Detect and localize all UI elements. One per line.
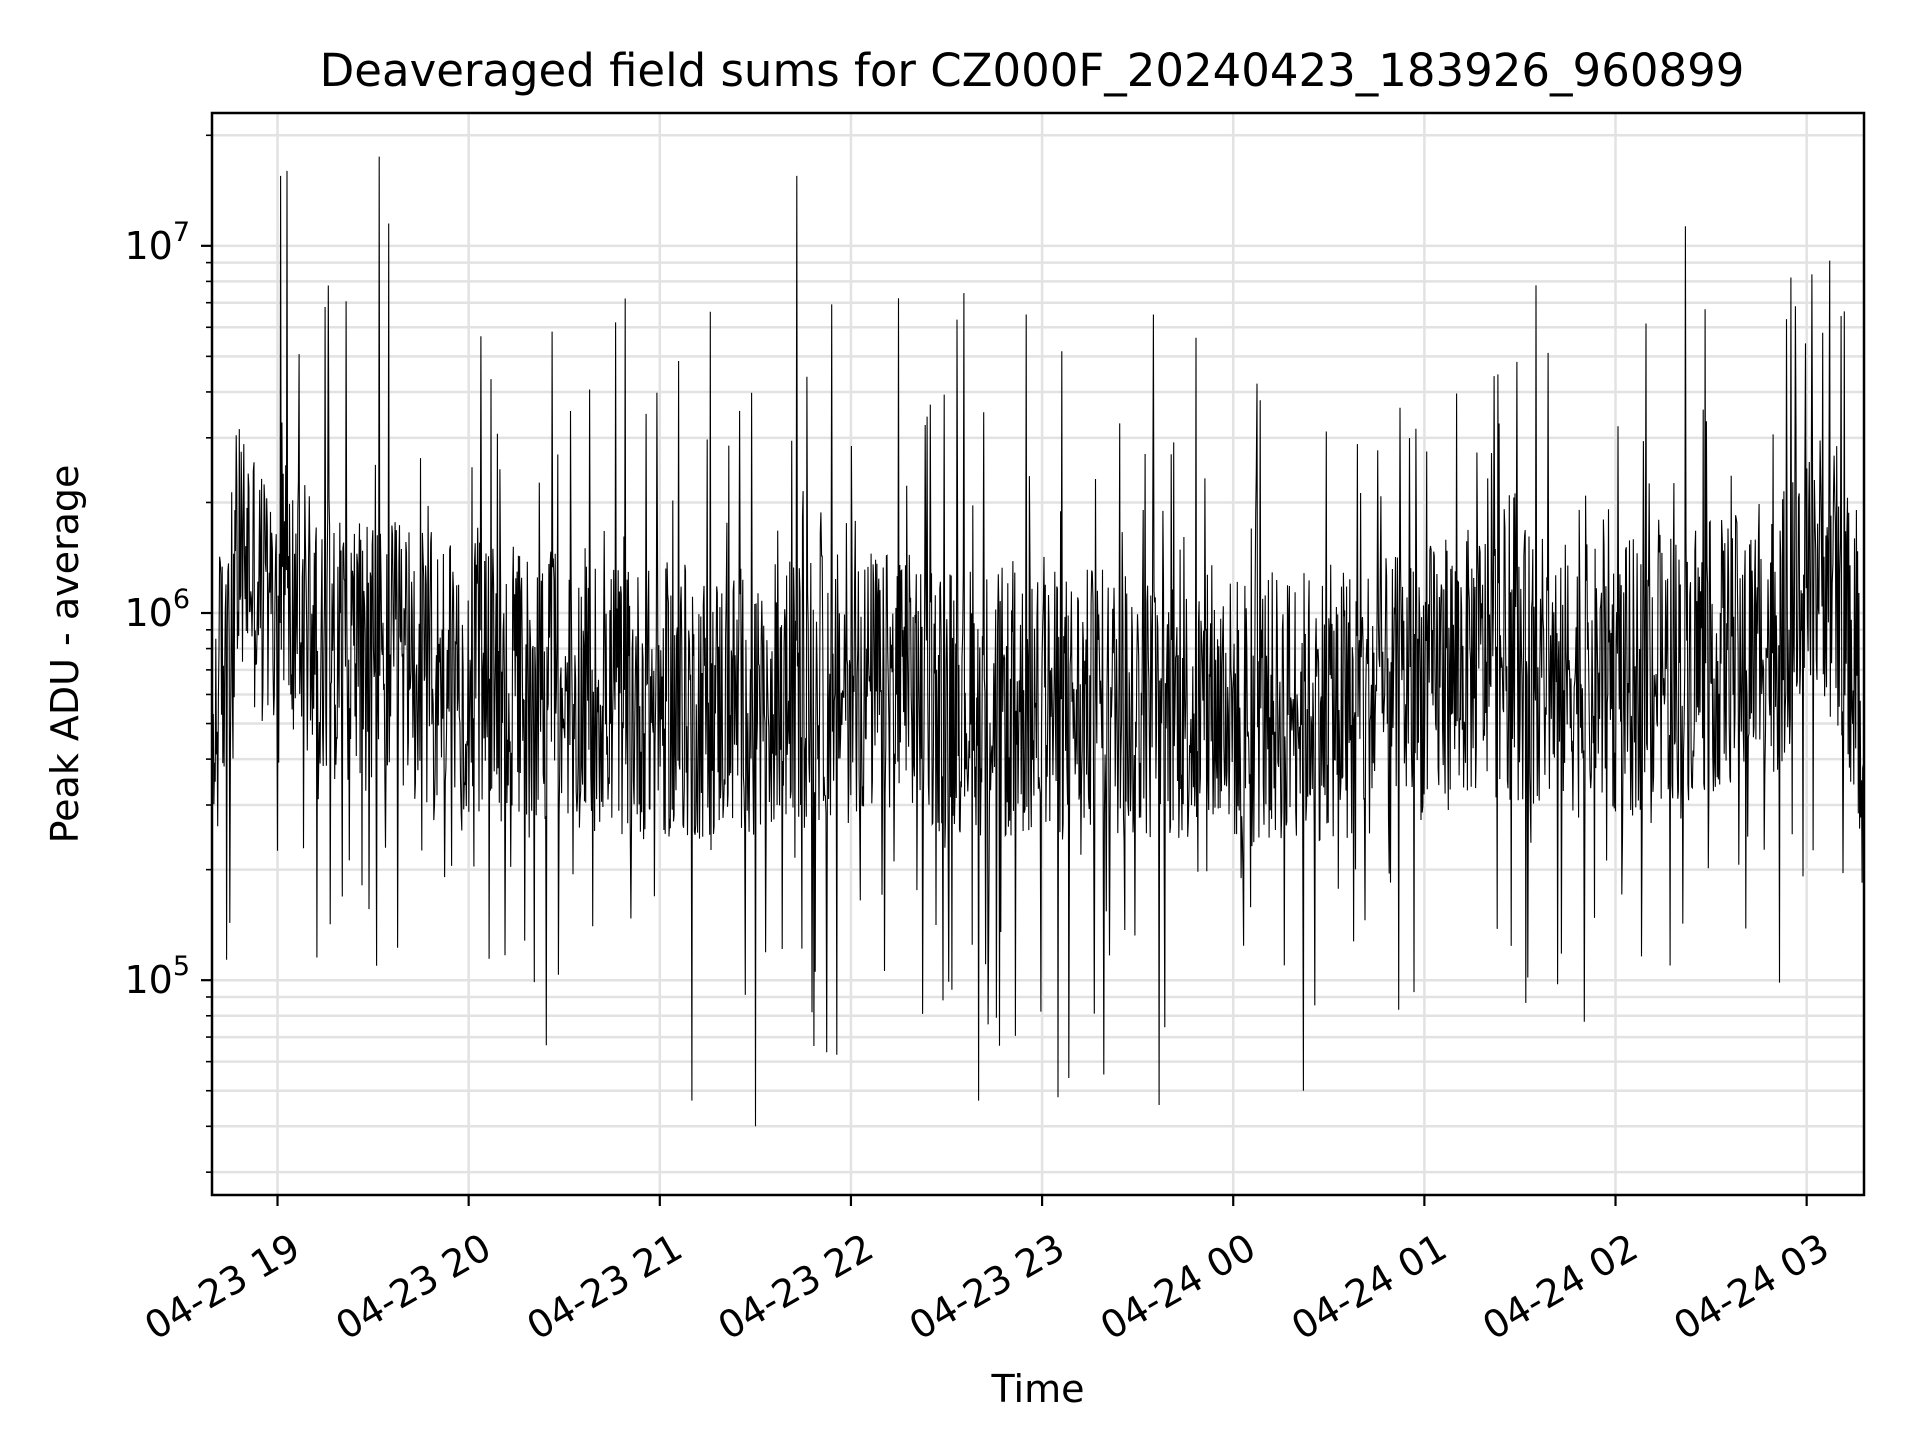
y-tick-exponent: 6 (173, 584, 190, 615)
y-tick-label: 105 (124, 951, 190, 1002)
data-line (211, 156, 1865, 1148)
y-axis-label: Peak ADU - average (43, 465, 87, 844)
y-tick-label: 107 (124, 217, 190, 268)
y-tick-exponent: 7 (173, 217, 190, 248)
chart-title: Deaveraged field sums for CZ000F_2024042… (320, 44, 1745, 97)
x-axis-label: Time (991, 1367, 1085, 1411)
y-tick-label: 106 (124, 584, 190, 635)
plot-frame (210, 111, 1866, 1197)
y-tick-exponent: 5 (173, 951, 190, 982)
y-tick-base: 10 (124, 591, 172, 635)
axis-ticks (201, 134, 1808, 1206)
y-tick-base: 10 (124, 224, 172, 268)
series-line (211, 156, 1865, 1148)
y-tick-base: 10 (124, 958, 172, 1002)
